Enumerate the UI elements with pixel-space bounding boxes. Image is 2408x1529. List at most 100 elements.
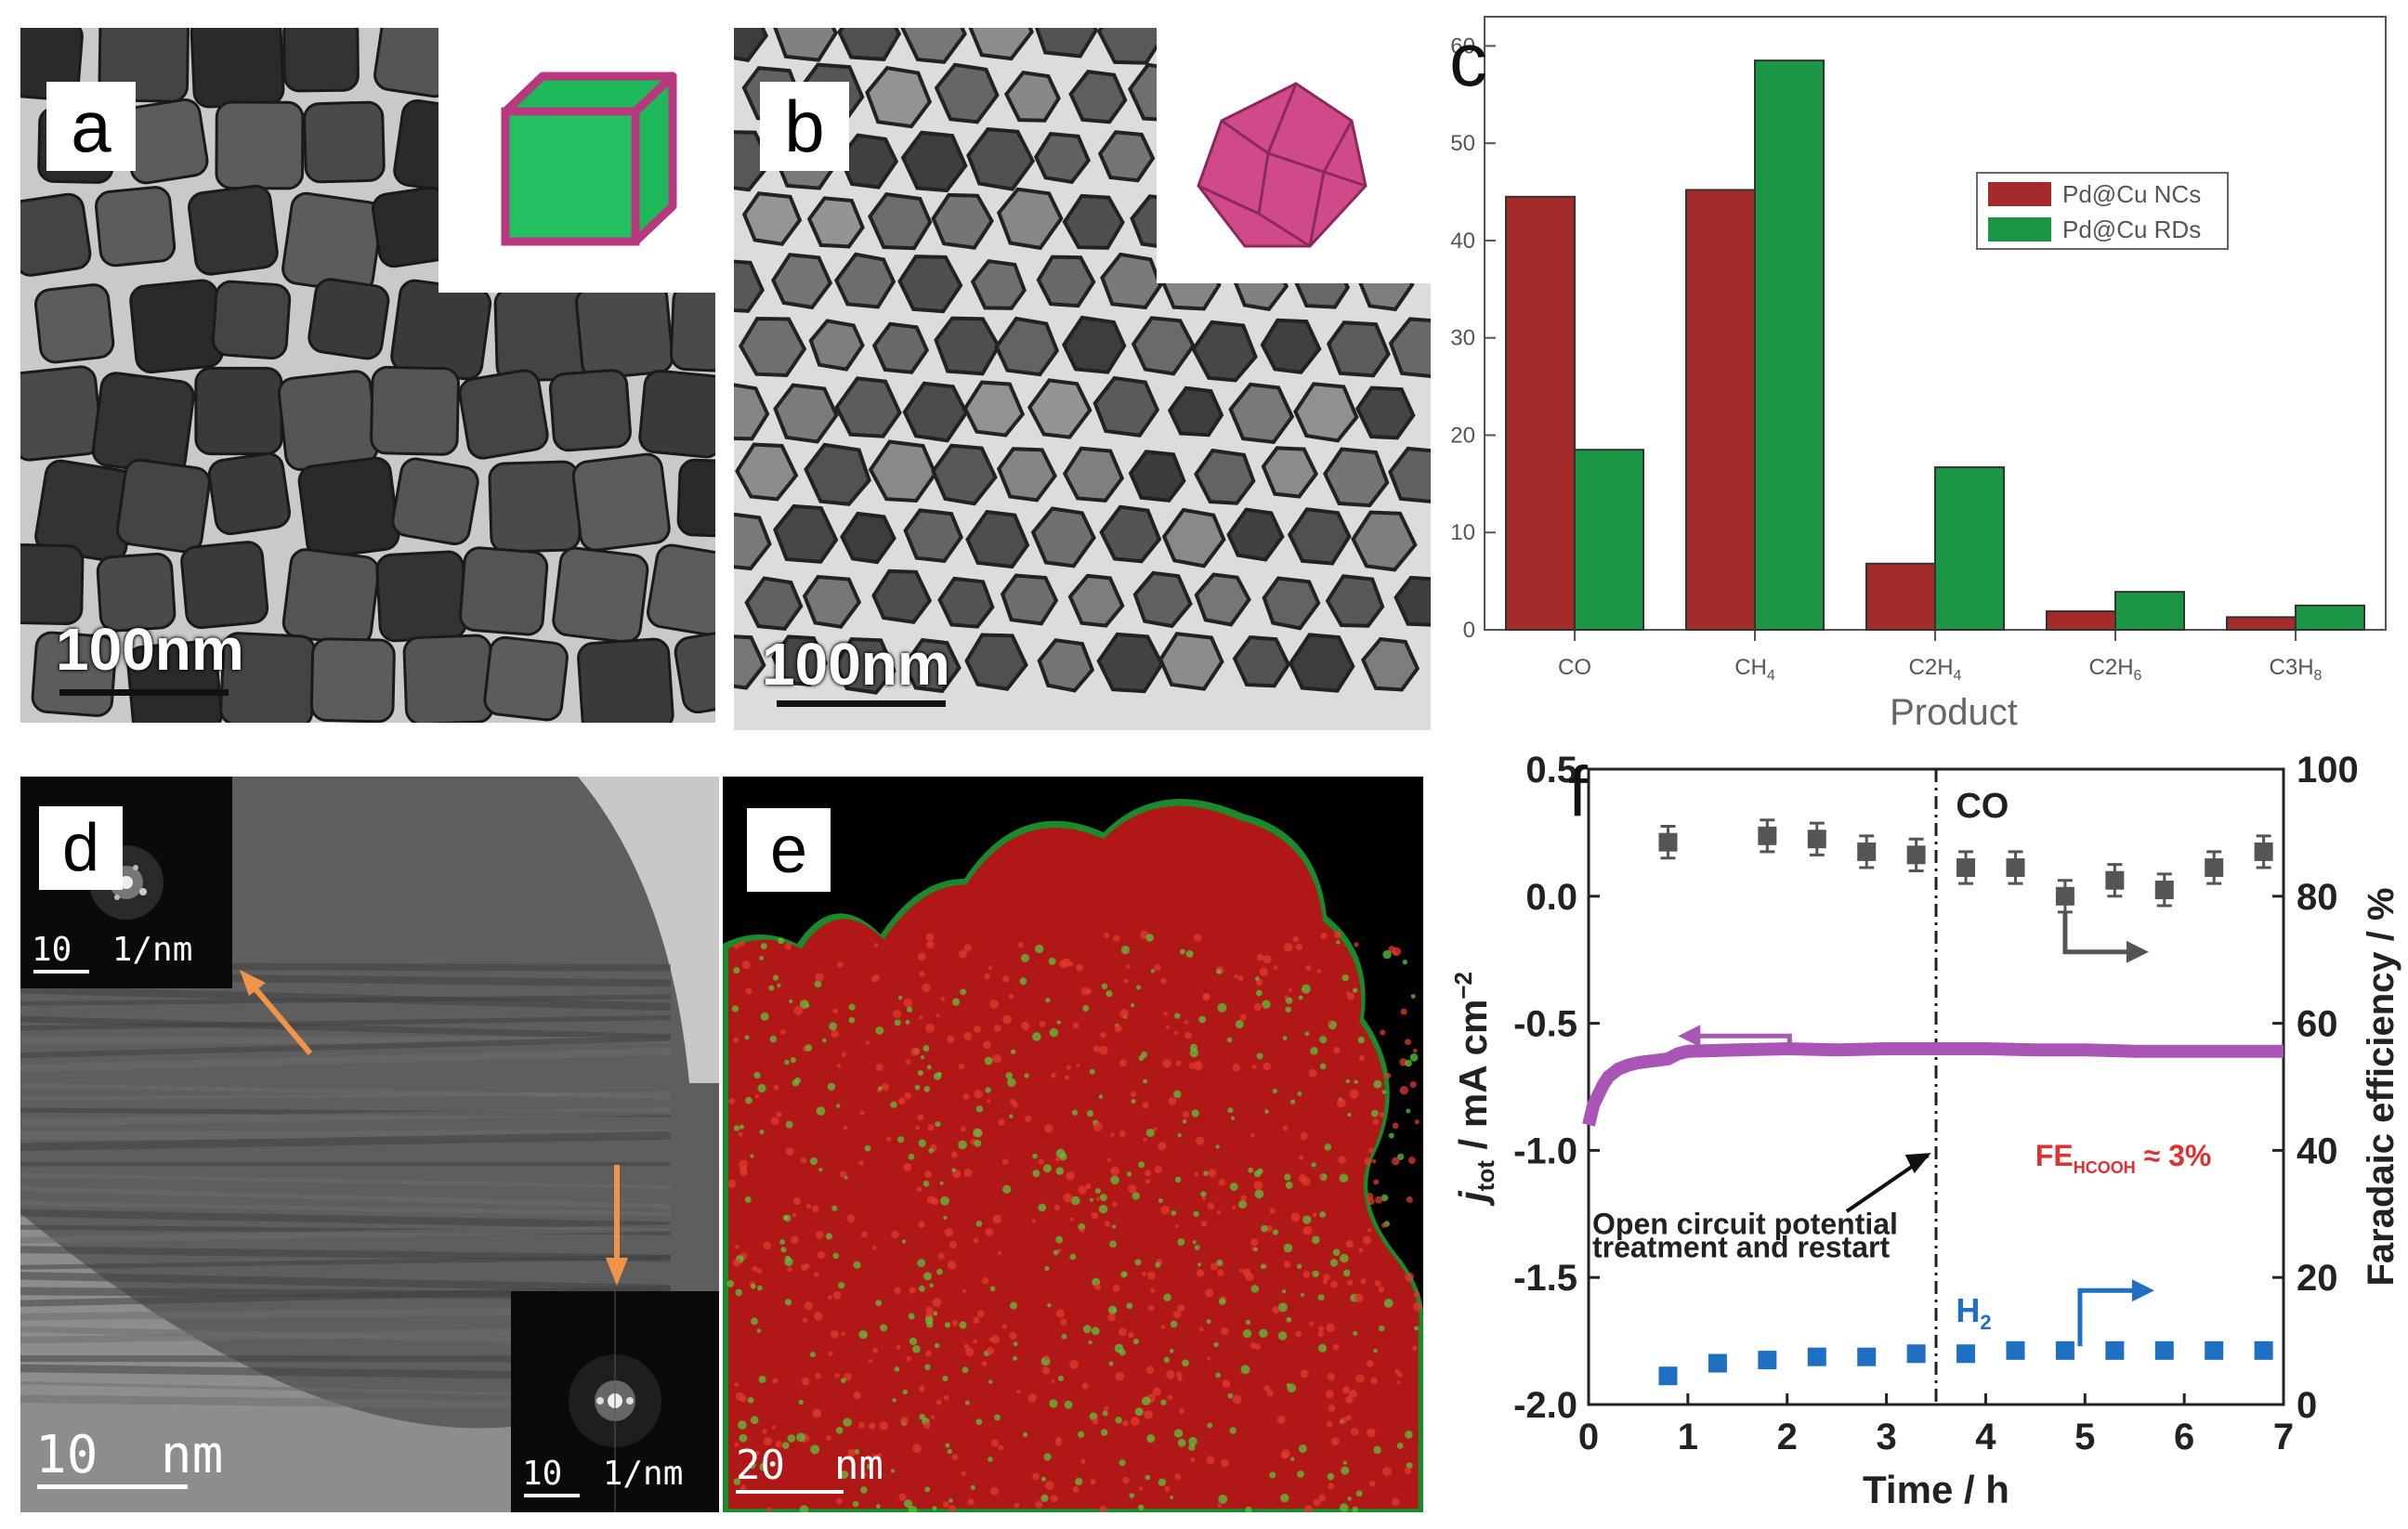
element-dot bbox=[1368, 1147, 1374, 1154]
element-dot bbox=[750, 1154, 754, 1158]
element-dot bbox=[909, 1337, 918, 1345]
element-dot bbox=[1406, 1196, 1413, 1203]
element-dot bbox=[1262, 1000, 1271, 1009]
element-dot bbox=[1002, 1014, 1012, 1025]
element-dot bbox=[762, 1429, 767, 1434]
element-dot bbox=[1145, 1128, 1155, 1137]
element-dot bbox=[951, 1454, 959, 1461]
element-dot bbox=[1081, 1382, 1089, 1390]
element-dot bbox=[1263, 1384, 1271, 1392]
element-dot bbox=[1355, 1490, 1363, 1497]
element-dot bbox=[1158, 1142, 1167, 1151]
nanoparticle bbox=[1262, 576, 1321, 631]
panel-d-label: d bbox=[39, 806, 123, 890]
rd-inset bbox=[1157, 28, 1431, 283]
nanoparticle bbox=[1062, 315, 1127, 374]
vacuum-region bbox=[20, 1213, 511, 1512]
element-dot bbox=[1379, 1112, 1385, 1118]
element-dot bbox=[1150, 1287, 1156, 1293]
legend-swatch bbox=[1988, 217, 2051, 242]
element-dot bbox=[1381, 1222, 1387, 1228]
element-dot bbox=[1098, 1094, 1104, 1099]
h2-data-point bbox=[1658, 1366, 1678, 1386]
co-data-point bbox=[2055, 886, 2074, 906]
element-dot bbox=[1177, 1303, 1185, 1313]
element-dot bbox=[1038, 1158, 1044, 1165]
nanocube bbox=[370, 365, 460, 456]
element-dot bbox=[859, 1110, 865, 1116]
element-dot bbox=[1048, 957, 1056, 965]
element-dot bbox=[814, 980, 822, 988]
element-dot bbox=[1326, 1323, 1335, 1332]
element-dot bbox=[904, 1091, 911, 1100]
element-dot bbox=[1203, 1170, 1209, 1176]
element-dot bbox=[1414, 1119, 1420, 1125]
element-dot bbox=[1409, 1081, 1417, 1089]
element-dot bbox=[920, 1055, 924, 1060]
nanoparticle bbox=[1388, 317, 1431, 379]
element-dot bbox=[1069, 1217, 1074, 1222]
nanoparticle bbox=[1354, 386, 1416, 440]
element-dot bbox=[961, 1126, 966, 1132]
element-dot bbox=[936, 1013, 940, 1018]
element-dot bbox=[752, 1265, 758, 1272]
element-dot bbox=[875, 1064, 883, 1071]
element-dot bbox=[804, 1262, 810, 1269]
x-tick-label: C2H6 bbox=[2089, 655, 2142, 684]
element-dot bbox=[1396, 1379, 1401, 1385]
element-dot bbox=[922, 983, 931, 993]
element-dot bbox=[1082, 1004, 1090, 1012]
co-data-point bbox=[1857, 842, 1877, 861]
element-dot bbox=[1282, 1125, 1289, 1131]
element-dot bbox=[989, 1486, 999, 1496]
nanoparticle bbox=[900, 130, 968, 193]
element-dot bbox=[1256, 1052, 1263, 1060]
x-tick-label: CO bbox=[1558, 655, 1591, 680]
element-dot bbox=[1078, 1185, 1087, 1195]
right-axis-arrow-icon bbox=[2131, 1279, 2154, 1302]
nanoparticle bbox=[996, 447, 1057, 503]
element-dot bbox=[832, 1252, 839, 1260]
element-dot bbox=[936, 1399, 942, 1405]
element-dot bbox=[942, 1375, 949, 1382]
element-dot bbox=[759, 955, 764, 961]
element-dot bbox=[1412, 1048, 1418, 1053]
element-dot bbox=[1382, 1467, 1392, 1476]
nanocube bbox=[277, 370, 379, 472]
element-dot bbox=[744, 1035, 750, 1040]
element-dot bbox=[1277, 1302, 1288, 1313]
element-dot bbox=[1075, 1477, 1083, 1486]
element-dot bbox=[747, 1396, 754, 1404]
element-dot bbox=[1253, 1002, 1263, 1012]
nanoparticle bbox=[1131, 316, 1196, 376]
element-dot bbox=[1192, 1240, 1197, 1245]
element-dot bbox=[1145, 1366, 1155, 1375]
element-dot bbox=[1175, 1060, 1182, 1066]
element-dot bbox=[1064, 1400, 1073, 1409]
nanoparticle bbox=[1062, 446, 1125, 503]
nanocube bbox=[375, 550, 468, 643]
element-dot bbox=[912, 1345, 921, 1353]
element-dot bbox=[1112, 1285, 1120, 1292]
element-dot bbox=[1345, 1239, 1354, 1248]
element-dot bbox=[1040, 1476, 1047, 1482]
element-dot bbox=[1122, 1420, 1129, 1427]
element-dot bbox=[1138, 1054, 1145, 1062]
element-dot bbox=[1112, 1308, 1117, 1313]
element-dot bbox=[1229, 1427, 1237, 1434]
element-dot bbox=[1326, 1390, 1334, 1399]
element-dot bbox=[1050, 1495, 1058, 1503]
element-dot bbox=[1250, 1238, 1259, 1247]
y-left-tick-label: -1.0 bbox=[1513, 1130, 1577, 1171]
element-dot bbox=[1250, 1342, 1257, 1349]
nanocube bbox=[20, 28, 84, 101]
element-dot bbox=[1308, 1068, 1317, 1078]
element-dot bbox=[738, 1131, 743, 1137]
element-dot bbox=[802, 1317, 808, 1324]
element-dot bbox=[1295, 1330, 1302, 1338]
element-dot bbox=[1406, 1108, 1411, 1114]
panel-b-scale-label: 100nm bbox=[762, 631, 950, 698]
element-dot bbox=[923, 1180, 930, 1187]
bar-ncs bbox=[2046, 610, 2116, 631]
element-dot bbox=[1112, 1224, 1117, 1229]
